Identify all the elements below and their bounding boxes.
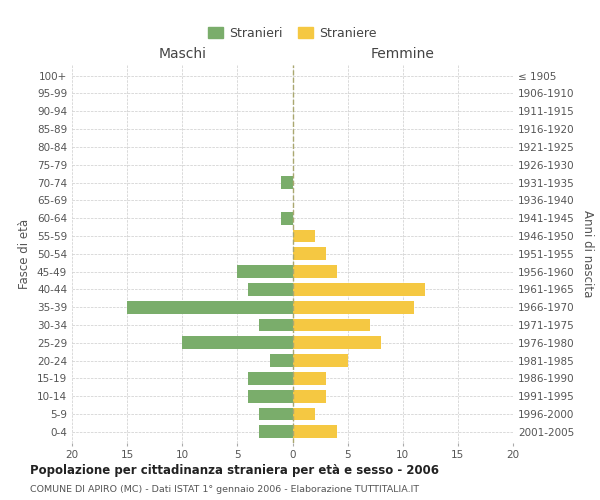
Y-axis label: Anni di nascita: Anni di nascita (581, 210, 594, 298)
Bar (293, 318, 370, 332)
Bar (281, 176, 293, 189)
Bar (293, 283, 425, 296)
Text: COMUNE DI APIRO (MC) - Dati ISTAT 1° gennaio 2006 - Elaborazione TUTTITALIA.IT: COMUNE DI APIRO (MC) - Dati ISTAT 1° gen… (30, 485, 419, 494)
Bar (238, 265, 293, 278)
Bar (248, 372, 293, 385)
Y-axis label: Fasce di età: Fasce di età (19, 218, 31, 289)
Bar (293, 426, 337, 438)
Bar (259, 426, 293, 438)
Bar (293, 408, 314, 420)
Bar (259, 408, 293, 420)
Bar (248, 390, 293, 402)
Bar (293, 372, 326, 385)
Bar (281, 212, 293, 224)
Bar (293, 390, 326, 402)
Bar (127, 301, 293, 314)
Bar (259, 318, 293, 332)
Text: Femmine: Femmine (371, 47, 434, 61)
Text: Maschi: Maschi (158, 47, 206, 61)
Bar (271, 354, 293, 367)
Text: Popolazione per cittadinanza straniera per età e sesso - 2006: Popolazione per cittadinanza straniera p… (30, 464, 439, 477)
Bar (248, 283, 293, 296)
Bar (293, 265, 337, 278)
Legend: Stranieri, Straniere: Stranieri, Straniere (203, 22, 382, 45)
Bar (293, 336, 381, 349)
Bar (293, 301, 414, 314)
Bar (293, 354, 347, 367)
Bar (293, 230, 314, 242)
Bar (182, 336, 293, 349)
Bar (293, 248, 326, 260)
